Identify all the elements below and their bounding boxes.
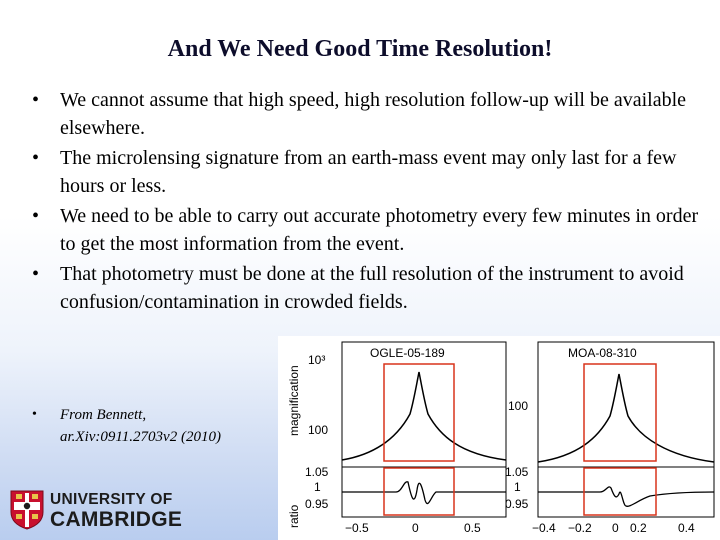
- highlight-box: [383, 363, 455, 462]
- y-tick-label: 1.05: [505, 465, 529, 479]
- panel-left: OGLE-05-189 10³ 100 1.05 1 0.95 −0.5 0 0…: [305, 341, 507, 535]
- y-tick-label: 0.95: [305, 497, 329, 511]
- panel-title: MOA-08-310: [568, 346, 637, 360]
- bullet-glyph: •: [32, 263, 40, 285]
- bullet-item: • We cannot assume that high speed, high …: [30, 86, 702, 142]
- x-tick-label: −0.4: [532, 521, 556, 535]
- bullet-glyph: •: [32, 89, 40, 111]
- bullet-item: • The microlensing signature from an eart…: [30, 144, 702, 200]
- bullet-glyph: •: [32, 147, 40, 169]
- x-tick-label: 0.5: [464, 521, 481, 535]
- y-tick-label: 1: [314, 480, 321, 494]
- panel-title: OGLE-05-189: [370, 346, 445, 360]
- y-axis-label-magnification: magnification: [287, 365, 301, 436]
- y-tick-label: 100: [308, 423, 328, 437]
- slide-title: And We Need Good Time Resolution!: [167, 36, 553, 62]
- bullet-list: • We cannot assume that high speed, high …: [30, 86, 702, 318]
- logo-line-2: CAMBRIDGE: [50, 508, 183, 531]
- x-tick-label: 0: [612, 521, 619, 535]
- reference-citation: • From Bennett, ar.Xiv:0911.2703v2 (2010…: [30, 404, 280, 448]
- lightcurve-plot: magnification ratio OGLE-05-189 10³ 100 …: [287, 341, 715, 535]
- highlight-box: [583, 363, 657, 462]
- bullet-glyph: •: [32, 407, 37, 422]
- y-tick-label: 0.95: [505, 497, 529, 511]
- university-logo: UNIVERSITY OF CAMBRIDGE: [10, 490, 200, 532]
- reference-line-2: ar.Xiv:0911.2703v2 (2010): [60, 429, 221, 445]
- x-tick-label: 0.4: [678, 521, 695, 535]
- panel-right: MOA-08-310 100 1.05 1 0.95 −0.4 −0.2 0 0…: [505, 341, 715, 535]
- bullet-item: • We need to be able to carry out accurat…: [30, 202, 702, 258]
- residual-curve: [342, 481, 506, 505]
- x-tick-label: 0: [412, 521, 419, 535]
- bullet-text: The microlensing signature from an earth…: [60, 147, 677, 197]
- cambridge-crest-icon: [10, 490, 44, 530]
- plot-frame: [537, 341, 715, 468]
- bullet-text: We cannot assume that high speed, high r…: [60, 89, 687, 139]
- y-tick-label: 100: [508, 399, 528, 413]
- bullet-text: We need to be able to carry out accurate…: [60, 205, 699, 255]
- plot-frame: [341, 341, 507, 468]
- y-tick-label: 1.05: [305, 465, 329, 479]
- highlight-box: [583, 467, 657, 516]
- highlight-box: [383, 467, 455, 516]
- x-tick-label: 0.2: [630, 521, 647, 535]
- bullet-item: • That photometry must be done at the ful…: [30, 260, 702, 316]
- magnification-curve: [537, 373, 715, 463]
- residual-curve: [538, 486, 715, 507]
- bullet-glyph: •: [32, 205, 40, 227]
- y-tick-label: 10³: [308, 353, 325, 367]
- x-tick-label: −0.2: [568, 521, 592, 535]
- x-tick-label: −0.5: [345, 521, 369, 535]
- lightcurve-figure: magnification ratio OGLE-05-189 10³ 100 …: [278, 336, 720, 540]
- y-tick-label: 1: [514, 480, 521, 494]
- y-axis-label-ratio: ratio: [287, 504, 301, 528]
- logo-line-1: UNIVERSITY OF: [50, 491, 173, 508]
- reference-line-1: From Bennett,: [60, 407, 147, 423]
- bullet-text: That photometry must be done at the full…: [60, 263, 684, 313]
- magnification-curve: [341, 371, 507, 461]
